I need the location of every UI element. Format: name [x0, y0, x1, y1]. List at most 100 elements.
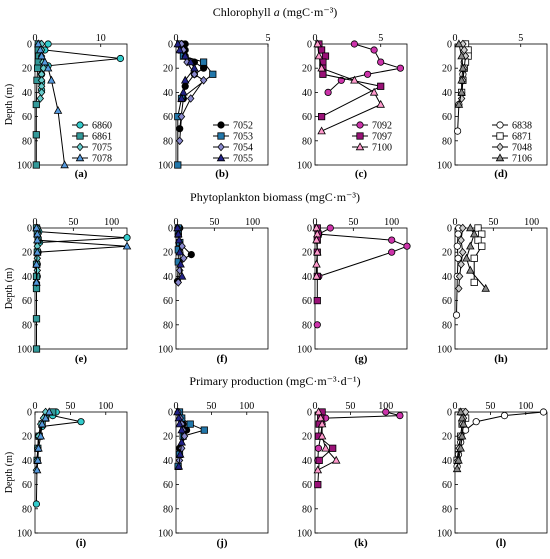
legend-label: 7100	[372, 143, 392, 154]
legend-label: 7092	[372, 121, 392, 132]
panel-label: (g)	[355, 353, 368, 365]
data-point	[458, 223, 467, 233]
data-point	[33, 455, 43, 464]
series-line	[36, 227, 128, 284]
legend-label: 7097	[372, 132, 392, 143]
y-tick-label: 40	[442, 456, 452, 467]
legend-label: 7055	[233, 154, 253, 165]
data-point	[174, 461, 184, 470]
data-point	[177, 271, 187, 280]
data-point	[313, 296, 321, 305]
data-point	[470, 254, 478, 262]
section-title-biomass: Phytoplankton biomass (mgC·m⁻³)	[190, 190, 360, 204]
data-point	[315, 456, 323, 465]
y-tick-label: 100	[158, 161, 173, 172]
data-point	[462, 253, 471, 262]
data-point	[313, 229, 322, 238]
data-point	[47, 75, 56, 84]
y-tick-label: 20	[442, 432, 452, 443]
x-tick-label: 0	[453, 401, 458, 412]
data-point	[199, 75, 208, 85]
data-point	[457, 75, 466, 84]
x-tick-label: 50	[206, 401, 216, 412]
data-point	[175, 247, 185, 256]
legend-marker	[76, 132, 84, 140]
x-tick-label: 0	[313, 217, 318, 228]
y-tick-label: 80	[442, 504, 452, 515]
y-tick-label: 80	[163, 504, 173, 515]
data-point	[174, 229, 183, 238]
data-point	[314, 407, 323, 416]
data-point	[457, 235, 465, 245]
legend-label: 7106	[512, 154, 532, 165]
panel-g: 0 50 100 0 20 40 60 80 100 (g)	[297, 217, 411, 365]
data-point	[36, 45, 45, 54]
data-point	[329, 444, 337, 452]
data-point	[174, 161, 182, 169]
data-point	[317, 113, 326, 121]
panel-f: 0 50 100 0 20 40 60 80 100 (f)	[158, 217, 269, 365]
x-tick-label: 50	[209, 217, 219, 228]
plot-frame	[34, 227, 128, 350]
data-point	[175, 45, 184, 54]
data-point	[317, 126, 326, 135]
legend-label: 7054	[233, 143, 253, 154]
data-point	[455, 284, 463, 293]
y-axis-label: Depth (m)	[4, 84, 15, 125]
y-tick-label: 40	[163, 272, 173, 283]
data-point	[179, 253, 188, 263]
data-point	[122, 241, 132, 250]
data-point	[32, 465, 42, 474]
y-tick-label: 100	[437, 529, 452, 540]
data-point	[177, 93, 186, 102]
y-tick-label: 100	[437, 345, 452, 356]
data-point	[32, 161, 40, 169]
data-point	[382, 408, 390, 416]
data-point	[539, 408, 548, 416]
data-point	[32, 345, 41, 353]
data-point	[388, 248, 396, 256]
data-point	[331, 455, 341, 464]
data-point	[200, 64, 208, 72]
panel-label: (f)	[217, 353, 228, 365]
y-tick-label: 20	[163, 64, 173, 75]
y-tick-label: 60	[163, 296, 173, 307]
plot-frame	[34, 411, 128, 534]
y-tick-label: 20	[442, 248, 452, 259]
legend-label: 7052	[233, 121, 253, 132]
data-point	[174, 235, 184, 244]
plot-frame	[454, 227, 548, 350]
y-tick-label: 80	[163, 320, 173, 331]
data-point	[396, 411, 404, 420]
data-point	[317, 431, 327, 440]
y-tick-label: 40	[22, 272, 32, 283]
data-point	[44, 407, 54, 416]
data-point	[312, 235, 321, 244]
legend-marker	[216, 153, 226, 162]
data-point	[454, 99, 464, 108]
data-point	[457, 87, 466, 96]
y-tick-label: 100	[437, 161, 452, 172]
data-point	[32, 223, 41, 232]
data-point	[32, 131, 40, 139]
data-point	[458, 247, 467, 257]
plot-frame	[454, 43, 548, 166]
y-tick-label: 0	[27, 40, 32, 51]
legend-label: 7078	[92, 154, 112, 165]
x-tick-label: 0	[33, 33, 38, 44]
y-tick-label: 20	[302, 248, 312, 259]
data-point	[209, 70, 217, 78]
data-point	[43, 63, 53, 72]
x-tick-label: 50	[65, 401, 75, 412]
data-point	[314, 444, 323, 452]
data-point	[77, 418, 85, 426]
y-tick-label: 40	[22, 88, 32, 99]
legend-marker	[496, 132, 504, 140]
y-tick-label: 0	[447, 224, 452, 235]
legend-marker	[496, 142, 504, 152]
data-point	[313, 247, 322, 256]
panel-k: 0 50 100 0 20 40 60 80 100 (k)	[297, 401, 408, 549]
legend-marker	[217, 132, 225, 140]
x-tick-label: 100	[104, 217, 119, 228]
